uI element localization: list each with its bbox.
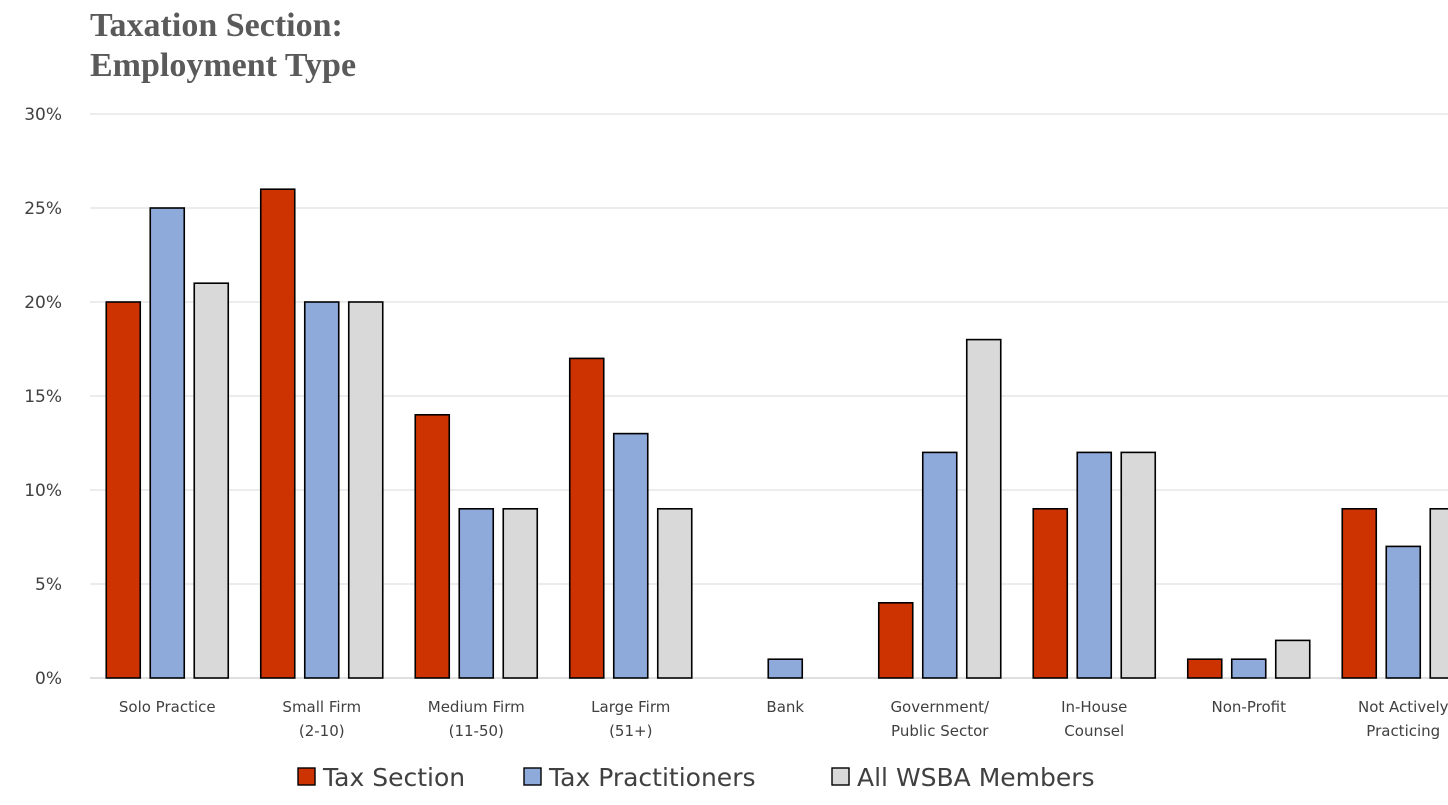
x-tick-label: Bank (766, 698, 804, 716)
x-tick-label: Small Firm (282, 698, 361, 716)
bar-all-wsba-members (967, 340, 1001, 678)
bar-tax-practitioners (1386, 546, 1420, 678)
bar-tax-section (570, 358, 604, 678)
y-tick-label: 0% (35, 669, 62, 689)
y-tick-label: 10% (24, 481, 62, 501)
x-tick-label: Not Actively (1358, 698, 1448, 716)
x-tick-label: Government/ (890, 698, 990, 716)
chart-title: Taxation Section:Employment Type (90, 7, 356, 84)
x-tick-label: Public Sector (891, 722, 989, 740)
legend-label: Tax Practitioners (548, 763, 756, 792)
x-tick-label: (2-10) (299, 722, 345, 740)
bar-tax-practitioners (614, 434, 648, 678)
bar-tax-section (106, 302, 140, 678)
bar-all-wsba-members (503, 509, 537, 678)
x-tick-label: Practicing (1366, 722, 1440, 740)
bar-tax-section (1342, 509, 1376, 678)
legend-label: Tax Section (322, 763, 465, 792)
bar-tax-section (415, 415, 449, 678)
y-tick-label: 30% (24, 105, 62, 125)
x-tick-label: Counsel (1064, 722, 1124, 740)
chart-title-line-1: Taxation Section: (90, 7, 343, 44)
x-tick-label: Non-Profit (1212, 698, 1287, 716)
y-tick-label: 20% (24, 293, 62, 313)
bar-all-wsba-members (1276, 640, 1310, 678)
bar-tax-section (1033, 509, 1067, 678)
bars (106, 189, 1448, 678)
x-tick-label: Medium Firm (428, 698, 525, 716)
y-tick-label: 15% (24, 387, 62, 407)
bar-tax-practitioners (1232, 659, 1266, 678)
bar-tax-practitioners (150, 208, 184, 678)
y-axis-ticks: 0% 5% 10% 15% 20% 25% 30% (24, 105, 62, 689)
y-tick-label: 5% (35, 575, 62, 595)
bar-tax-section (261, 189, 295, 678)
x-tick-label: (11-50) (449, 722, 504, 740)
bar-all-wsba-members (1121, 452, 1155, 678)
legend: Tax Section Tax Practitioners All WSBA Mem… (298, 763, 1095, 792)
legend-label: All WSBA Members (857, 763, 1095, 792)
bar-all-wsba-members (1430, 509, 1448, 678)
bar-tax-section (1188, 659, 1222, 678)
legend-swatch (298, 768, 315, 785)
bar-all-wsba-members (658, 509, 692, 678)
x-axis-ticks: Solo Practice Small Firm (2-10) Medium Firm… (119, 698, 1448, 740)
bar-tax-practitioners (305, 302, 339, 678)
bar-tax-section (879, 603, 913, 678)
x-tick-label: In-House (1061, 698, 1127, 716)
legend-swatch (524, 768, 541, 785)
bar-tax-practitioners (768, 659, 802, 678)
chart-title-line-2: Employment Type (90, 47, 356, 84)
bar-all-wsba-members (194, 283, 228, 678)
bar-tax-practitioners (923, 452, 957, 678)
x-tick-label: (51+) (609, 722, 652, 740)
bar-all-wsba-members (349, 302, 383, 678)
x-tick-label: Large Firm (591, 698, 670, 716)
x-tick-label: Solo Practice (119, 698, 216, 716)
bar-tax-practitioners (459, 509, 493, 678)
bar-tax-practitioners (1077, 452, 1111, 678)
legend-swatch (832, 768, 849, 785)
y-tick-label: 25% (24, 199, 62, 219)
